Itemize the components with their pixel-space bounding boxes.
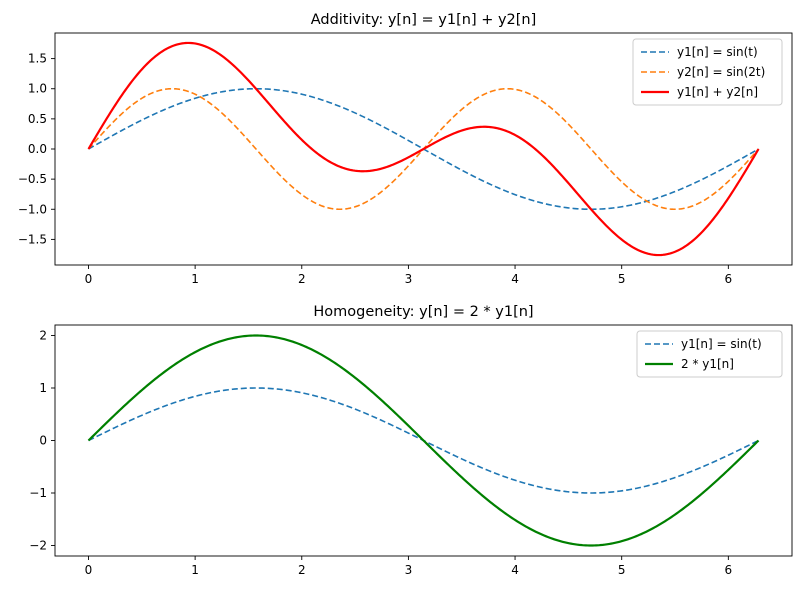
legend-label: y1[n] = sin(t) (677, 45, 758, 59)
legend-label: y1[n] = sin(t) (681, 337, 762, 351)
legend-label: y1[n] + y2[n] (677, 85, 758, 99)
x-tick-label: 6 (725, 272, 733, 286)
x-tick-label: 1 (191, 272, 199, 286)
homogeneity-chart: Homogeneity: y[n] = 2 * y1[n] 0 1 2 3 4 5 6 −2 −1… (29, 304, 793, 577)
chart-title: Homogeneity: y[n] = 2 * y1[n] (313, 304, 533, 320)
x-tick-label: 4 (511, 272, 519, 286)
y-tick-label: 1 (39, 381, 47, 395)
x-tick-label: 0 (85, 563, 93, 577)
legend-box (636, 330, 783, 378)
y-tick-label: 0 (39, 434, 47, 448)
x-tick-label: 5 (618, 272, 626, 286)
x-tick-label: 2 (298, 563, 306, 577)
y-tick-label: −1 (29, 486, 47, 500)
x-tick-label: 0 (85, 272, 93, 286)
x-tick-label: 6 (725, 563, 733, 577)
x-tick-label: 3 (405, 272, 413, 286)
chart-title: Additivity: y[n] = y1[n] + y2[n] (311, 12, 537, 28)
legend-label: 2 * y1[n] (681, 357, 734, 371)
legend-box (632, 38, 783, 106)
y-tick-label: 1.0 (28, 82, 47, 96)
y-tick-label: −1.0 (18, 202, 47, 216)
y-tick-label: −0.5 (18, 172, 47, 186)
series-line-2 (87, 41, 760, 257)
legend-label: y2[n] = sin(2t) (677, 65, 765, 79)
y-tick-label: 2 (39, 329, 47, 343)
series-line-1 (87, 334, 760, 547)
x-tick-label: 2 (298, 272, 306, 286)
x-tick-label: 1 (191, 563, 199, 577)
y-tick-label: 0.5 (28, 112, 47, 126)
x-tick-label: 4 (511, 563, 519, 577)
y-tick-label: −1.5 (18, 232, 47, 246)
x-tick-label: 5 (618, 563, 626, 577)
y-tick-label: 0.0 (28, 142, 47, 156)
y-tick-label: 1.5 (28, 52, 47, 66)
y-tick-label: −2 (29, 539, 47, 553)
additivity-chart: Additivity: y[n] = y1[n] + y2[n] 0 1 2 3 4 5 6 −… (18, 12, 793, 286)
x-tick-label: 3 (405, 563, 413, 577)
